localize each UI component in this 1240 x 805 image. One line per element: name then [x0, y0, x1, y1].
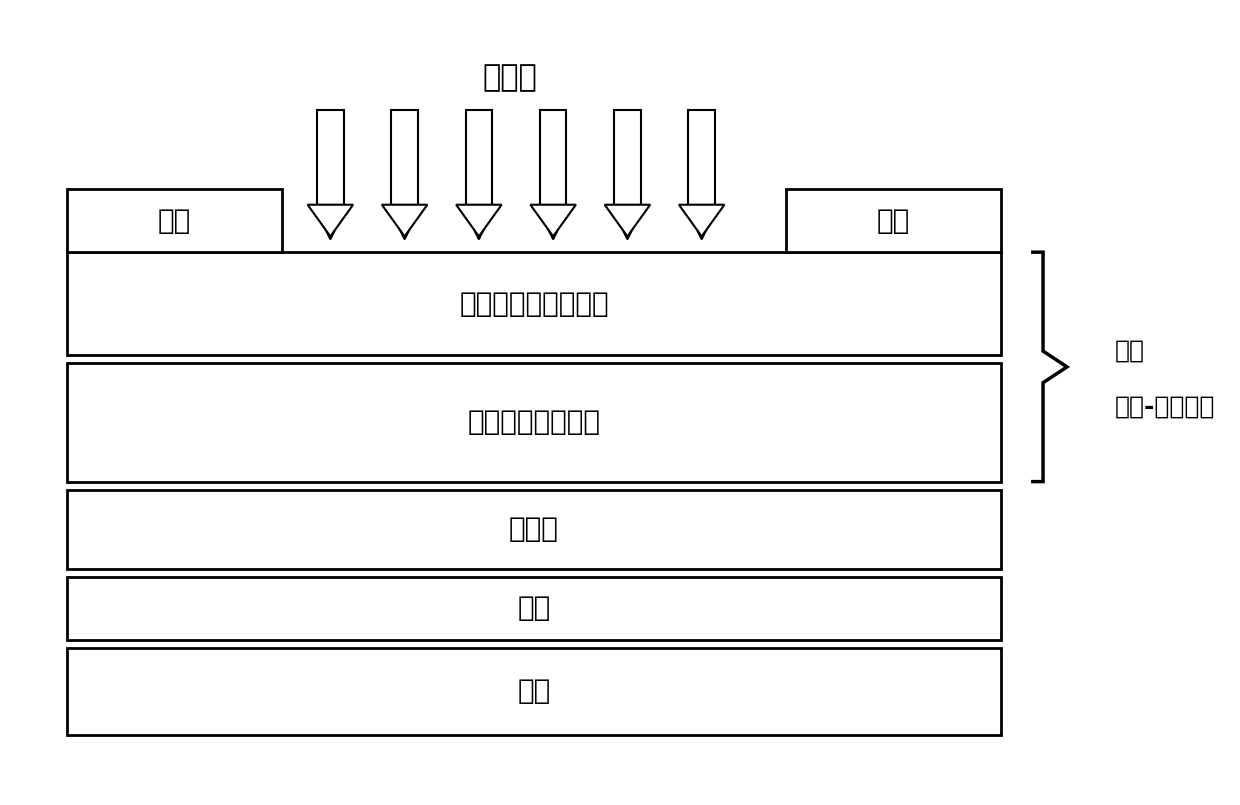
Bar: [317, 109, 343, 204]
Bar: [392, 109, 418, 204]
Text: 源极: 源极: [157, 207, 191, 234]
Bar: [67, 189, 283, 252]
Bar: [614, 109, 641, 204]
Bar: [67, 576, 1001, 640]
Text: 入射光: 入射光: [482, 64, 537, 93]
Polygon shape: [456, 204, 502, 237]
Polygon shape: [308, 204, 353, 237]
Bar: [67, 648, 1001, 735]
Polygon shape: [605, 204, 650, 237]
Text: 有机载流子输运层: 有机载流子输运层: [467, 408, 600, 436]
Text: 有机体异质结光敏层: 有机体异质结光敏层: [459, 290, 609, 318]
Text: 漏极: 漏极: [877, 207, 910, 234]
Bar: [466, 109, 492, 204]
Bar: [688, 109, 714, 204]
Text: 混合: 混合: [1115, 339, 1145, 363]
Bar: [67, 363, 1001, 481]
Polygon shape: [382, 204, 428, 237]
Bar: [539, 109, 567, 204]
Polygon shape: [680, 204, 724, 237]
Bar: [67, 252, 1001, 355]
Text: 平面-体异质结: 平面-体异质结: [1115, 394, 1215, 419]
Bar: [67, 489, 1001, 568]
Text: 栅介质: 栅介质: [510, 515, 559, 543]
Text: 衬底: 衬底: [517, 677, 551, 705]
Polygon shape: [531, 204, 575, 237]
Bar: [785, 189, 1001, 252]
Text: 栅极: 栅极: [517, 594, 551, 622]
